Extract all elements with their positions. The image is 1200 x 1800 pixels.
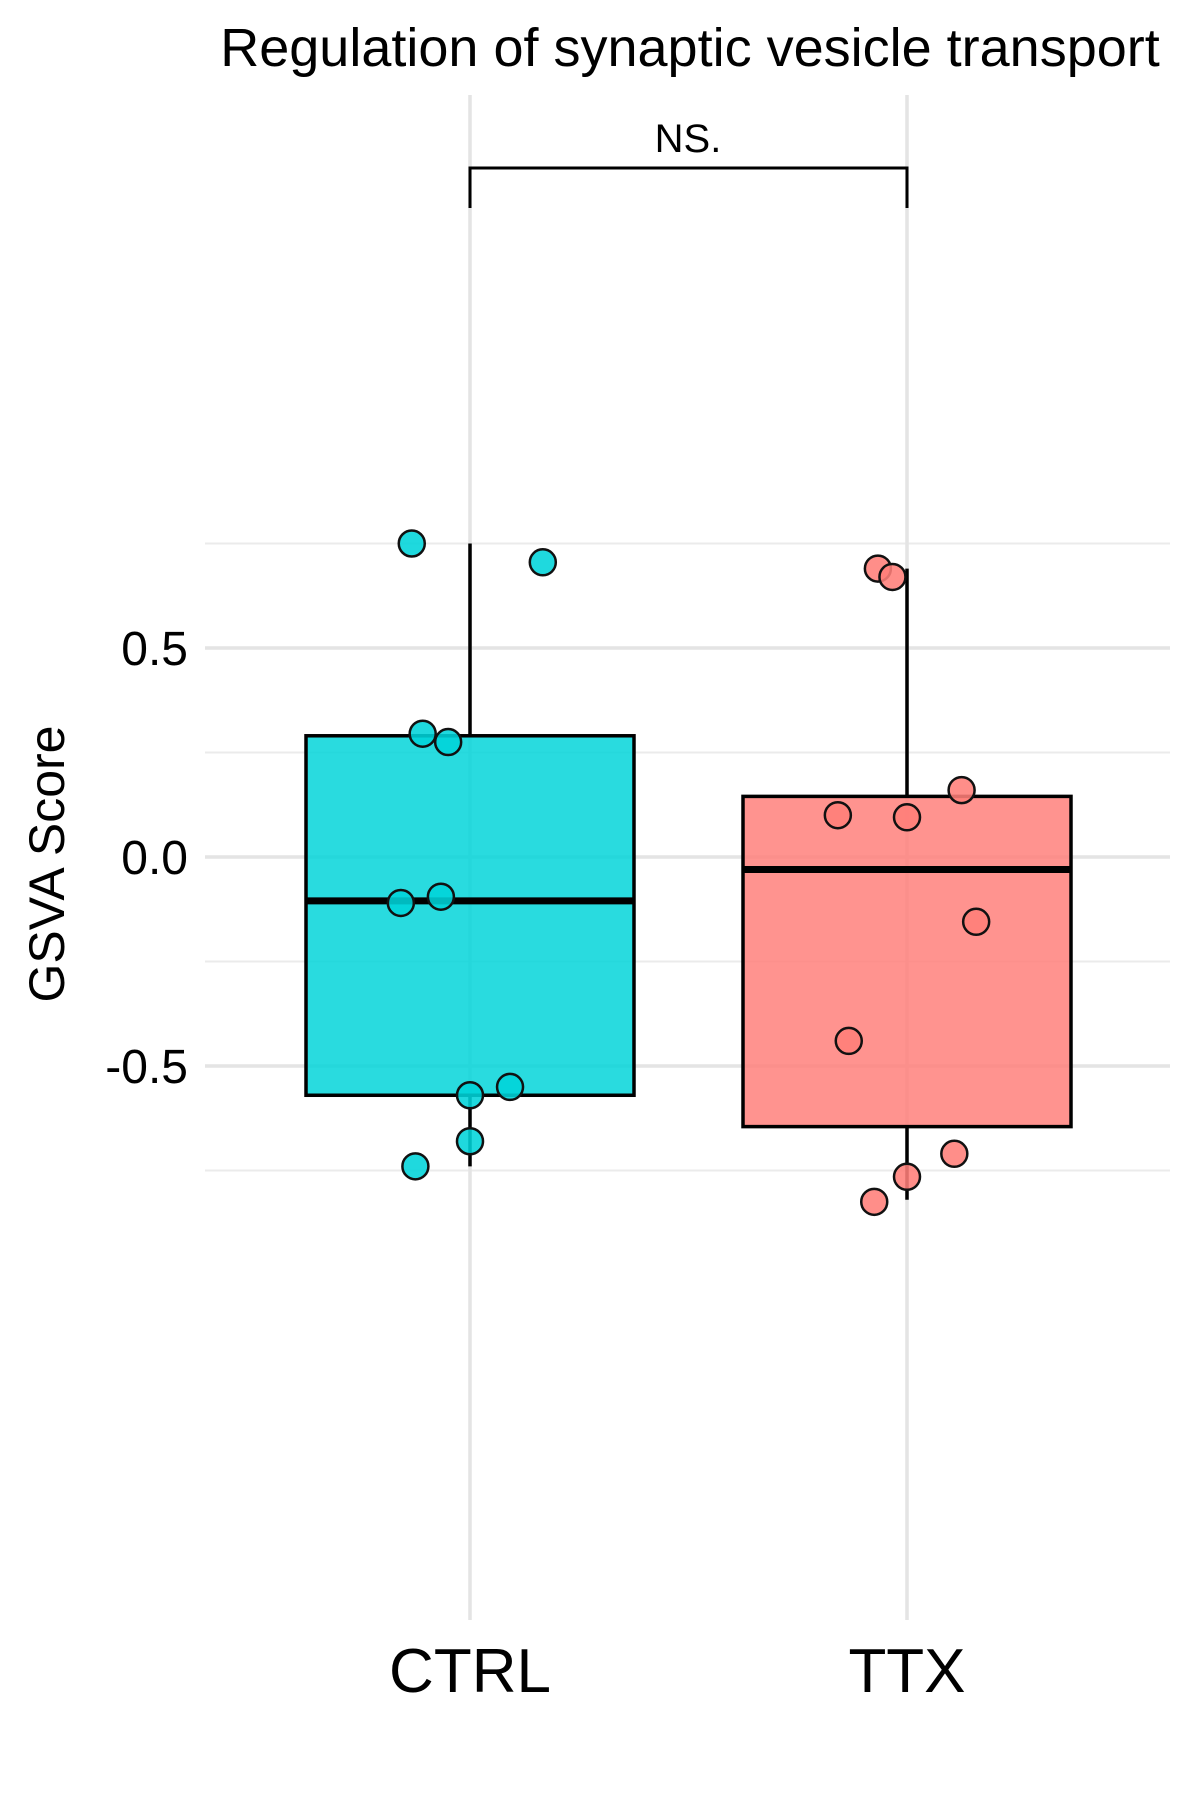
- data-point-ttx: [892, 803, 922, 832]
- data-point-ctrl: [495, 1072, 525, 1102]
- significance-bracket-line: [468, 166, 909, 208]
- y-axis-title: GSVA Score: [19, 726, 75, 1003]
- data-point-ctrl: [528, 548, 558, 577]
- data-point-ttx: [834, 1026, 864, 1056]
- x-tick-label: CTRL: [389, 1637, 551, 1706]
- x-tick-label: TTX: [848, 1637, 965, 1706]
- data-point-ttx: [859, 1187, 889, 1217]
- y-tick-label: -0.5: [105, 1041, 188, 1094]
- data-point-ttx: [892, 1162, 922, 1192]
- significance-label: NS.: [655, 117, 722, 161]
- data-point-ttx: [823, 800, 853, 830]
- data-point-ttx: [961, 907, 991, 937]
- data-point-ttx: [947, 775, 976, 805]
- data-points: [386, 529, 991, 1217]
- data-point-ctrl: [455, 1126, 485, 1156]
- data-point-ttx: [878, 562, 907, 592]
- data-point-ctrl: [426, 882, 456, 911]
- data-point-ctrl: [397, 529, 427, 558]
- data-point-ttx: [940, 1139, 969, 1169]
- significance-bracket: NS.: [468, 117, 909, 208]
- y-tick-label: 0.5: [121, 623, 188, 676]
- y-axis-tick-labels: -0.5 0.0 0.5: [105, 623, 188, 1094]
- data-point-ctrl: [401, 1152, 430, 1181]
- chart-title: Regulation of synaptic vesicle transport: [220, 18, 1160, 78]
- data-point-ctrl: [386, 888, 416, 918]
- data-point-ctrl: [455, 1081, 485, 1110]
- data-point-ctrl: [408, 719, 437, 748]
- x-axis-tick-labels: CTRL TTX: [389, 1637, 966, 1706]
- y-tick-label: 0.0: [121, 832, 188, 885]
- box-ttx: [741, 794, 1073, 1129]
- box-ctrl: [304, 734, 636, 1098]
- data-point-ctrl: [433, 727, 463, 757]
